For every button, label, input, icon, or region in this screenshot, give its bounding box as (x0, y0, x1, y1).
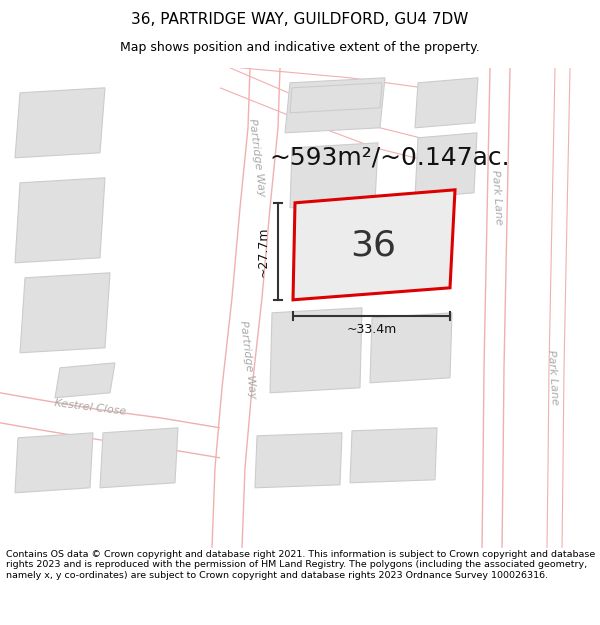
Polygon shape (293, 190, 455, 300)
Polygon shape (415, 132, 477, 198)
Polygon shape (100, 428, 178, 488)
Text: ~593m²/~0.147ac.: ~593m²/~0.147ac. (269, 146, 511, 170)
Polygon shape (15, 88, 105, 158)
Polygon shape (55, 362, 115, 398)
Text: Park Lane: Park Lane (490, 170, 504, 226)
Polygon shape (15, 177, 105, 262)
Text: Map shows position and indicative extent of the property.: Map shows position and indicative extent… (120, 41, 480, 54)
Polygon shape (270, 308, 362, 393)
Text: Partridge Way: Partridge Way (247, 118, 267, 198)
Polygon shape (255, 432, 342, 488)
Polygon shape (15, 432, 93, 492)
Text: ~27.7m: ~27.7m (257, 226, 269, 276)
Text: 36: 36 (350, 228, 396, 262)
Text: Contains OS data © Crown copyright and database right 2021. This information is : Contains OS data © Crown copyright and d… (6, 550, 595, 580)
Text: ~33.4m: ~33.4m (346, 323, 397, 336)
Polygon shape (290, 142, 378, 208)
Polygon shape (285, 78, 385, 132)
Polygon shape (20, 272, 110, 352)
Text: 36, PARTRIDGE WAY, GUILDFORD, GU4 7DW: 36, PARTRIDGE WAY, GUILDFORD, GU4 7DW (131, 12, 469, 27)
Text: Kestrel Close: Kestrel Close (53, 399, 127, 417)
Text: Partridge Way: Partridge Way (238, 320, 258, 399)
Polygon shape (415, 78, 478, 128)
Polygon shape (350, 428, 437, 483)
Polygon shape (290, 82, 382, 112)
Polygon shape (370, 312, 452, 382)
Text: Park Lane: Park Lane (546, 350, 560, 406)
Polygon shape (293, 217, 372, 278)
